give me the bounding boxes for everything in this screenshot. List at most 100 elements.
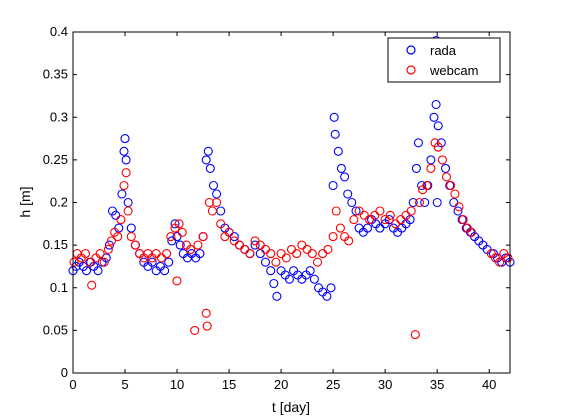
webcam-point: [271, 257, 281, 267]
rada-point: [81, 266, 92, 276]
rada-point: [147, 257, 157, 267]
webcam-point: [312, 257, 323, 267]
webcam-point: [385, 210, 395, 220]
rada-point: [160, 266, 170, 276]
rada-point: [101, 253, 111, 263]
webcam-point: [126, 232, 136, 242]
rada-point: [453, 206, 463, 216]
rada-point: [343, 189, 353, 199]
y-tick-label: 0: [61, 365, 68, 380]
rada-point: [175, 240, 185, 250]
webcam-point: [331, 206, 341, 216]
webcam-point: [466, 227, 477, 237]
plot-area: [73, 32, 510, 373]
rada-point: [260, 257, 271, 267]
x-tick-label: 40: [482, 377, 496, 392]
rada-point: [384, 215, 394, 225]
y-tick-label: 0.05: [43, 322, 68, 337]
rada-point: [164, 257, 174, 267]
y-tick-label: 0.15: [43, 237, 68, 252]
webcam-point: [212, 197, 222, 208]
webcam-point: [410, 330, 420, 340]
rada-point: [205, 163, 215, 173]
webcam-point: [99, 257, 109, 267]
webcam-point: [281, 253, 291, 263]
x-tick-label: 5: [121, 377, 128, 392]
rada-point: [208, 180, 219, 191]
rada-point: [93, 266, 103, 276]
webcam-point: [328, 232, 338, 242]
rada-point: [440, 163, 451, 173]
webcam-point: [335, 223, 345, 233]
rada-point: [284, 274, 294, 284]
webcam-point: [454, 202, 464, 212]
webcam-point: [186, 244, 196, 254]
rada-point: [170, 219, 180, 229]
rada-point: [195, 249, 205, 259]
rada-point: [269, 278, 279, 289]
y-tick-label: 0.4: [50, 24, 68, 39]
webcam-point: [113, 232, 123, 242]
webcam-point: [103, 244, 113, 254]
webcam-point: [292, 249, 302, 259]
rada-point: [328, 180, 338, 191]
webcam-point: [245, 249, 255, 259]
webcam-point: [166, 232, 176, 242]
webcam-point: [414, 197, 425, 208]
webcam-point: [216, 219, 226, 229]
rada-point: [104, 240, 114, 250]
rada-point: [429, 112, 439, 122]
rada-point: [347, 197, 357, 208]
rada-point: [309, 274, 319, 284]
rada-point: [322, 291, 332, 301]
rada-point: [340, 172, 350, 182]
webcam-point: [172, 276, 182, 286]
webcam-point: [495, 257, 505, 267]
rada-point: [119, 146, 129, 156]
rada-point: [201, 155, 211, 165]
webcam-point: [224, 227, 234, 237]
rada-point: [417, 180, 427, 191]
y-axis-label: h [m]: [17, 186, 33, 217]
webcam-point: [307, 249, 317, 259]
webcam-point: [119, 180, 129, 191]
ticks-layer: 0 5 10 15 20 25 30 35 40 0 0.05 0.1 0.15 0.2 0.25 0.3 0.…: [43, 24, 510, 392]
webcam-point: [503, 253, 513, 263]
legend: rada webcam: [387, 37, 501, 83]
rada-point: [329, 112, 339, 122]
webcam-point: [446, 180, 456, 191]
webcam-point: [130, 240, 140, 250]
webcam-point: [433, 142, 443, 152]
rada-point: [305, 266, 315, 276]
y-tick-label: 0.25: [43, 152, 68, 167]
webcam-point: [422, 180, 432, 191]
rada-point: [326, 283, 336, 293]
y-tick-label: 0.35: [43, 67, 68, 82]
rada-point: [362, 223, 373, 233]
x-tick-label: 20: [274, 377, 288, 392]
webcam-point: [116, 215, 126, 225]
webcam-point: [121, 168, 131, 178]
rada-point: [250, 240, 260, 250]
webcam-point: [174, 219, 184, 229]
webcam-point: [202, 321, 212, 331]
rada-point: [431, 99, 441, 110]
webcam-point: [450, 189, 460, 199]
webcam-point: [437, 155, 447, 165]
x-tick-label: 10: [170, 377, 184, 392]
rada-point: [121, 155, 131, 165]
rada-point: [203, 146, 213, 156]
webcam-point: [95, 249, 105, 259]
webcam-point: [323, 244, 333, 254]
x-tick-label: 30: [378, 377, 392, 392]
y-tick-label: 0.1: [50, 280, 68, 295]
rada-point: [333, 146, 343, 156]
webcam-point: [426, 163, 436, 173]
series-rada: [68, 35, 515, 301]
rada-point: [272, 291, 282, 301]
webcam-point: [344, 236, 354, 246]
webcam-point: [123, 206, 133, 216]
webcam-point: [80, 249, 91, 259]
rada-point: [433, 121, 443, 131]
webcam-point: [193, 240, 203, 250]
